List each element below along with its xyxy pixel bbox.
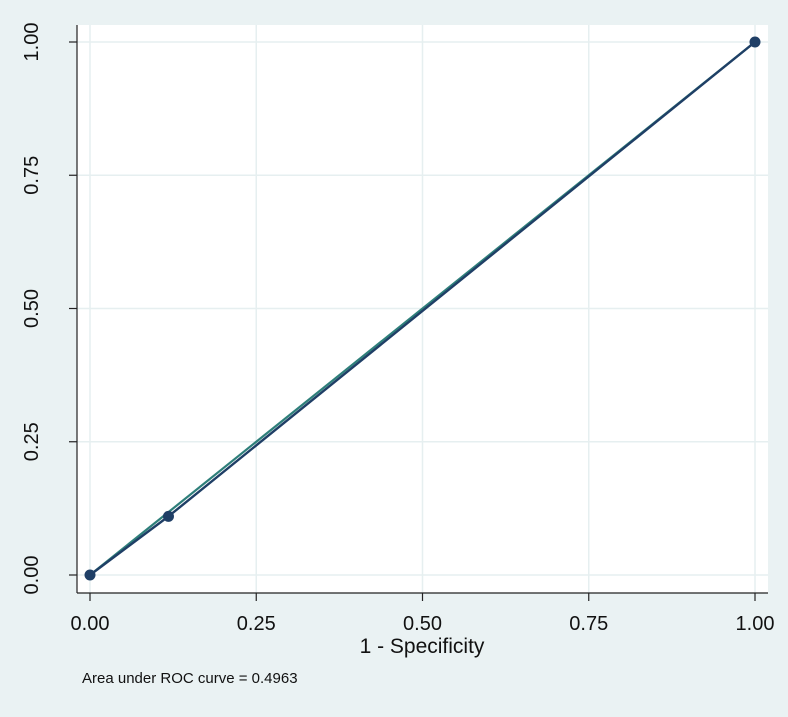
- x-tick-label: 0.50: [403, 613, 442, 635]
- y-tick-label: 0.25: [21, 422, 43, 461]
- x-tick-label: 0.75: [569, 613, 608, 635]
- x-tick-label: 0.00: [71, 613, 110, 635]
- y-tick-label: 0.00: [21, 556, 43, 595]
- axes: [69, 25, 768, 601]
- roc-point: [84, 569, 96, 581]
- roc-point: [749, 36, 761, 48]
- auc-note: Area under ROC curve = 0.4963: [82, 670, 298, 687]
- y-tick-label: 0.75: [21, 156, 43, 195]
- tick-labels: 0.00 0.25 0.50 0.75 1.00 0.00 0.25 0.50 0.75 1.00: [21, 23, 774, 635]
- x-tick-label: 1.00: [736, 613, 775, 635]
- x-tick-label: 0.25: [237, 613, 276, 635]
- y-tick-label: 1.00: [21, 23, 43, 62]
- roc-point: [162, 510, 174, 522]
- data-series: [84, 36, 761, 581]
- y-tick-label: 0.50: [21, 289, 43, 328]
- x-axis-title: 1 - Specificity: [360, 635, 485, 658]
